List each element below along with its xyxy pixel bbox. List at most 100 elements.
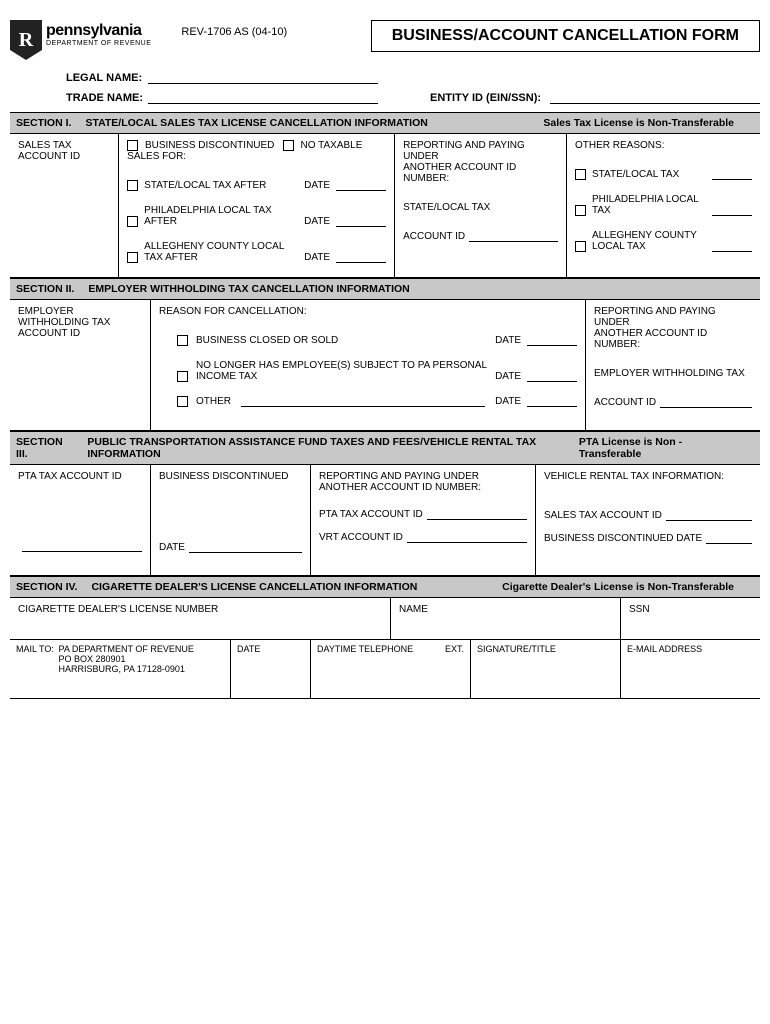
s2-col2: REASON FOR CANCELLATION: BUSINESS CLOSED… <box>150 300 585 430</box>
section-2-title: EMPLOYER WITHHOLDING TAX CANCELLATION IN… <box>88 283 409 295</box>
legal-name-label: LEGAL NAME: <box>66 72 148 84</box>
s1-date-input-1[interactable] <box>336 181 386 191</box>
s1-c4-r3: ALLEGHENY COUNTY LOCAL TAX <box>592 230 712 252</box>
section-3-num: SECTION III. <box>16 436 73 460</box>
entity-id-input[interactable] <box>550 90 760 104</box>
trade-name-input[interactable] <box>148 90 378 104</box>
s4-name-field: NAME <box>390 598 620 639</box>
checkbox-biz-closed[interactable] <box>177 335 188 346</box>
section-2-body: EMPLOYER WITHHOLDING TAX ACCOUNT ID REAS… <box>10 300 760 431</box>
s3-c4-l3: BUSINESS DISCONTINUED DATE <box>544 533 702 544</box>
checkbox-business-discontinued[interactable] <box>127 140 138 151</box>
section-1-header: SECTION I. STATE/LOCAL SALES TAX LICENSE… <box>10 112 760 134</box>
s2-date-input-3[interactable] <box>527 397 577 407</box>
logo-block: R pennsylvania DEPARTMENT OF REVENUE <box>10 20 151 60</box>
s2-col3: REPORTING AND PAYING UNDER ANOTHER ACCOU… <box>585 300 760 430</box>
s3-biz-disc-date-input[interactable] <box>706 534 752 544</box>
s1-c3-l3: STATE/LOCAL TAX <box>403 202 558 213</box>
s2-date-lbl-3: DATE <box>495 396 521 407</box>
s2-c3-l1: REPORTING AND PAYING UNDER <box>594 306 752 328</box>
section-1-note: Sales Tax License is Non-Transferable <box>543 117 754 129</box>
section-1-num: SECTION I. <box>16 117 71 129</box>
s3-c2-date-input[interactable] <box>189 543 302 553</box>
s1-c4-input-3[interactable] <box>712 242 752 252</box>
checkbox-allegheny-after[interactable] <box>127 252 138 263</box>
s2-date-input-1[interactable] <box>527 336 577 346</box>
s2-c3-l3: EMPLOYER WITHHOLDING TAX <box>594 368 752 379</box>
s2-date-lbl-1: DATE <box>495 335 521 346</box>
addr-line-2: PO BOX 280901 <box>59 654 194 664</box>
checkbox-other-reason[interactable] <box>177 396 188 407</box>
s1-c4-input-2[interactable] <box>712 206 752 216</box>
checkbox-no-employees[interactable] <box>177 371 188 382</box>
s4-tel-label: DAYTIME TELEPHONE <box>317 644 413 654</box>
form-title: BUSINESS/ACCOUNT CANCELLATION FORM <box>371 20 760 52</box>
s1-c3-acct-input[interactable] <box>469 232 558 242</box>
logo-letter: R <box>19 29 33 52</box>
s1-c3-l2: ANOTHER ACCOUNT ID NUMBER: <box>403 162 558 184</box>
s3-c2-label: BUSINESS DISCONTINUED <box>159 471 302 482</box>
pa-shield-icon: R <box>10 20 42 60</box>
s2-other-input[interactable] <box>241 397 485 407</box>
s3-c3-l3: PTA TAX ACCOUNT ID <box>319 509 423 520</box>
s4-date-field: DATE <box>230 640 310 698</box>
s2-c1-l1: EMPLOYER WITHHOLDING TAX <box>18 306 142 328</box>
section-3-title: PUBLIC TRANSPORTATION ASSISTANCE FUND TA… <box>87 436 579 460</box>
s3-c2-date: DATE <box>159 542 185 553</box>
s4-signature-field: SIGNATURE/TITLE <box>470 640 620 698</box>
s3-c4-l2: SALES TAX ACCOUNT ID <box>544 510 662 521</box>
s1-state-local-after: STATE/LOCAL TAX AFTER <box>144 180 304 191</box>
s2-r3: OTHER <box>196 396 231 407</box>
s3-c3-l1: REPORTING AND PAYING UNDER <box>319 471 527 482</box>
s1-col4: OTHER REASONS: STATE/LOCAL TAX PHILADELP… <box>566 134 760 277</box>
s3-c1-input[interactable] <box>22 542 142 552</box>
s1-phila-after: PHILADELPHIA LOCAL TAX AFTER <box>144 205 304 227</box>
section-4-num: SECTION IV. <box>16 581 77 593</box>
s1-date-lbl-3: DATE <box>304 252 330 263</box>
s1-date-input-3[interactable] <box>336 253 386 263</box>
s4-license-num: CIGARETTE DEALER'S LICENSE NUMBER <box>10 598 390 639</box>
entity-id-label: ENTITY ID (EIN/SSN): <box>430 92 550 104</box>
name-fields: LEGAL NAME: TRADE NAME: ENTITY ID (EIN/S… <box>66 70 760 104</box>
s1-col1: SALES TAX ACCOUNT ID <box>10 134 118 277</box>
s2-date-input-2[interactable] <box>527 372 577 382</box>
s1-date-lbl-2: DATE <box>304 216 330 227</box>
mailto-label: MAIL TO: <box>16 644 56 654</box>
section-4-row1: CIGARETTE DEALER'S LICENSE NUMBER NAME S… <box>10 598 760 640</box>
addr-line-3: HARRISBURG, PA 17128-0901 <box>59 664 194 674</box>
s3-vrt-input[interactable] <box>407 533 527 543</box>
section-4-title: CIGARETTE DEALER'S LICENSE CANCELLATION … <box>91 581 417 593</box>
s2-c3-acct-input[interactable] <box>660 398 752 408</box>
s1-col3: REPORTING AND PAYING UNDER ANOTHER ACCOU… <box>394 134 566 277</box>
s1-biz-disc: BUSINESS DISCONTINUED <box>145 140 274 151</box>
s4-email-field: E-MAIL ADDRESS <box>620 640 760 698</box>
checkbox-state-local-after[interactable] <box>127 180 138 191</box>
dept-name: DEPARTMENT OF REVENUE <box>46 40 151 47</box>
s4-ssn-field: SSN <box>620 598 760 639</box>
s2-c3-l2: ANOTHER ACCOUNT ID NUMBER: <box>594 328 752 350</box>
s3-col4: VEHICLE RENTAL TAX INFORMATION: SALES TA… <box>535 465 760 575</box>
s4-ext-label: EXT. <box>445 644 464 654</box>
section-3-note: PTA License is Non -Transferable <box>579 436 754 460</box>
section-1-title: STATE/LOCAL SALES TAX LICENSE CANCELLATI… <box>85 117 427 129</box>
legal-name-input[interactable] <box>148 70 378 84</box>
s2-c1-l2: ACCOUNT ID <box>18 328 142 339</box>
s3-pta-input[interactable] <box>427 510 527 520</box>
checkbox-other-state-local[interactable] <box>575 169 586 180</box>
checkbox-phila-after[interactable] <box>127 216 138 227</box>
checkbox-no-taxable-sales[interactable] <box>283 140 294 151</box>
section-3-header: SECTION III. PUBLIC TRANSPORTATION ASSIS… <box>10 431 760 465</box>
s1-date-input-2[interactable] <box>336 217 386 227</box>
s4-mailto: MAIL TO: PA DEPARTMENT OF REVENUE PO BOX… <box>10 640 230 698</box>
s1-c4-r2: PHILADELPHIA LOCAL TAX <box>592 194 712 216</box>
s1-c3-l4: ACCOUNT ID <box>403 231 465 242</box>
section-4-header: SECTION IV. CIGARETTE DEALER'S LICENSE C… <box>10 576 760 598</box>
s2-date-lbl-2: DATE <box>495 371 521 382</box>
addr-line-1: PA DEPARTMENT OF REVENUE <box>59 644 194 654</box>
trade-name-label: TRADE NAME: <box>66 92 148 104</box>
checkbox-other-phila[interactable] <box>575 205 586 216</box>
s2-r2: NO LONGER HAS EMPLOYEE(S) SUBJECT TO PA … <box>196 360 495 382</box>
s1-c4-input-1[interactable] <box>712 170 752 180</box>
s3-sales-tax-input[interactable] <box>666 511 752 521</box>
checkbox-other-allegheny[interactable] <box>575 241 586 252</box>
